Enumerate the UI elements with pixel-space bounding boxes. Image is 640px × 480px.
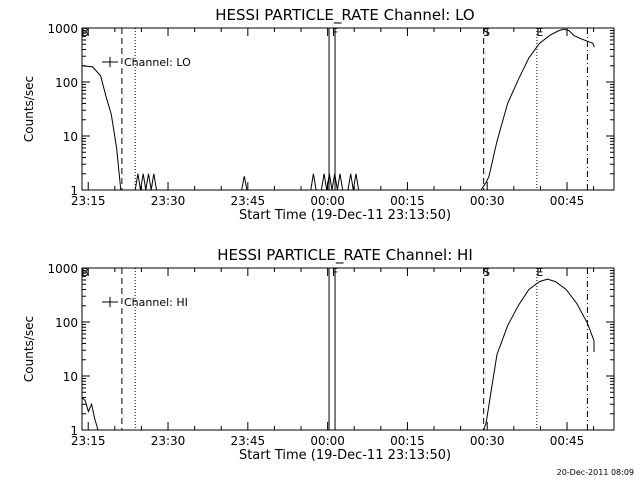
lo-plot-frame [81, 27, 615, 191]
lo-xtick-label: 23:30 [151, 194, 186, 208]
timestamp: 20-Dec-2011 08:09 [556, 468, 634, 477]
hi-xtick-label: 00:00 [310, 434, 345, 448]
lo-panel: HESSI PARTICLE_RATE Channel: LO 1 10 100 100… [22, 6, 615, 223]
hi-ytick-label: 100 [55, 316, 78, 330]
hi-xtick-label: 00:30 [470, 434, 505, 448]
hi-ytick-label: 1000 [47, 262, 78, 276]
lo-xtick-label: 23:45 [231, 194, 266, 208]
lo-legend-label: Channel: LO [124, 56, 191, 69]
hi-xtick-label: 23:45 [231, 434, 266, 448]
lo-ytick-label: 10 [63, 130, 78, 144]
hi-series-line [81, 278, 595, 431]
hi-marker-label: S [483, 266, 490, 279]
hi-plot-frame [81, 267, 615, 431]
lo-ytick-label: 1 [70, 184, 78, 198]
hi-ytick-label: 10 [63, 370, 78, 384]
hi-xtick-label: 00:45 [550, 434, 585, 448]
hi-legend-label: Channel: HI [124, 296, 188, 309]
lo-title: HESSI PARTICLE_RATE Channel: LO [215, 6, 474, 25]
lo-xlabel: Start Time (19-Dec-11 23:13:50) [239, 208, 451, 223]
hi-marker-label: B [81, 266, 89, 279]
lo-xtick-label: 00:00 [310, 194, 345, 208]
lo-marker-label: S [483, 26, 490, 39]
hi-marker-label: F [332, 266, 338, 279]
lo-ylabel: Counts/sec [22, 76, 36, 142]
lo-xtick-label: 23:15 [71, 194, 106, 208]
hi-ylabel: Counts/sec [22, 316, 36, 382]
hi-xtick-label: 23:30 [151, 434, 186, 448]
hi-marker-label: E [536, 266, 543, 279]
hi-ytick-label: 1 [70, 424, 78, 438]
hi-panel: HESSI PARTICLE_RATE Channel: HI 1 10 100 100… [22, 246, 615, 463]
hi-xtick-label: 00:15 [390, 434, 425, 448]
lo-xtick-label: 00:45 [550, 194, 585, 208]
lo-xtick-label: 00:30 [470, 194, 505, 208]
lo-ytick-label: 100 [55, 76, 78, 90]
lo-xtick-label: 00:15 [390, 194, 425, 208]
lo-ytick-label: 1000 [47, 22, 78, 36]
lo-marker-label: B [81, 26, 89, 39]
hi-xtick-label: 23:15 [71, 434, 106, 448]
lo-series-line [81, 28, 595, 191]
hi-title: HESSI PARTICLE_RATE Channel: HI [217, 246, 473, 265]
lo-marker-label: E [536, 26, 543, 39]
hi-xlabel: Start Time (19-Dec-11 23:13:50) [239, 448, 451, 463]
lo-marker-label: F [332, 26, 338, 39]
